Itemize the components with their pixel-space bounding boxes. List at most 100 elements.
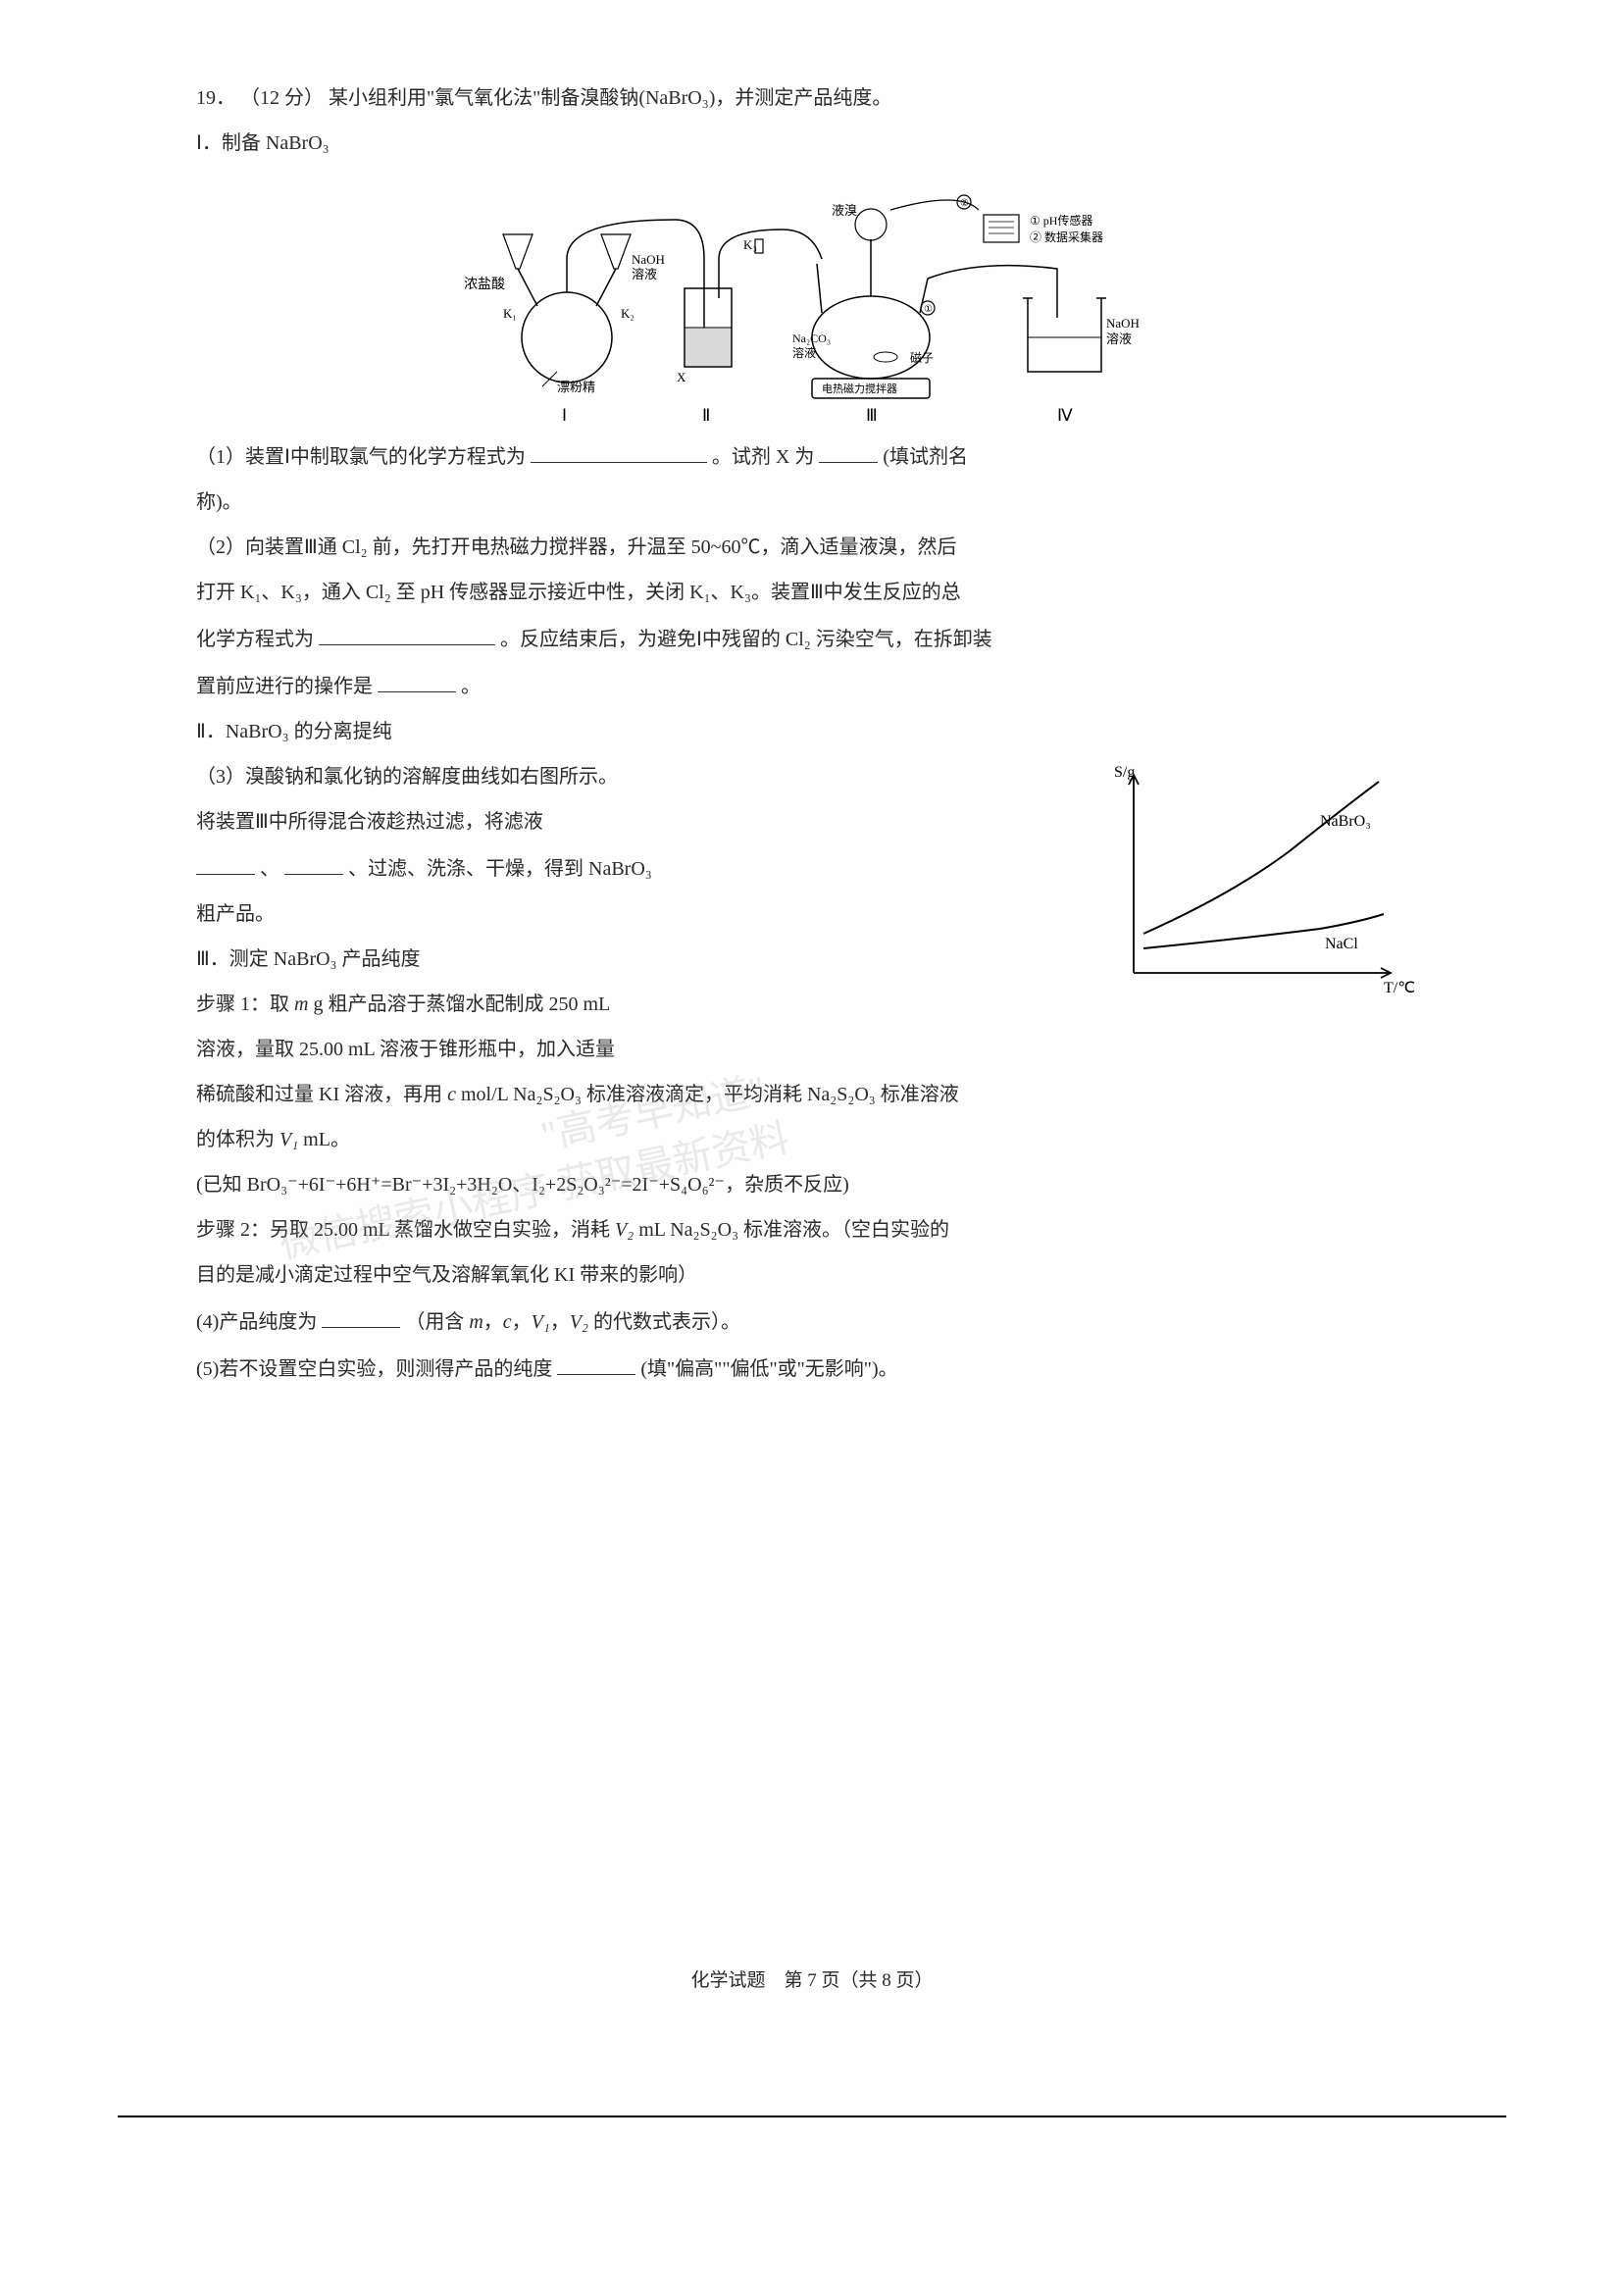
question-header: 19． （12 分） 某小组利用"氯气氧化法"制备溴酸钠(NaBrO₃)，并测定… bbox=[196, 78, 1428, 118]
step1-line1: 步骤 1：取 m g 粗产品溶于蒸馏水配制成 250 mL bbox=[196, 985, 1075, 1024]
label-bleach: 漂粉精 bbox=[557, 380, 595, 394]
q2-blank-operation bbox=[378, 665, 456, 692]
label-k2: K₂ bbox=[621, 306, 634, 321]
q2-line4: 置前应进行的操作是 。 bbox=[196, 665, 1428, 706]
step2-line1: 步骤 2：另取 25.00 mL 蒸馏水做空白实验，消耗 V₂ mL Na₂S₂… bbox=[196, 1210, 1428, 1249]
q1-text-b: 。试剂 X 为 bbox=[712, 446, 814, 468]
step2-a2: mL Na₂S₂O₃ 标准溶液。（空白实验的 bbox=[634, 1219, 949, 1241]
chart-y-label: S/g bbox=[1114, 764, 1135, 781]
step1-e1: 的体积为 bbox=[196, 1129, 279, 1150]
label-x: X bbox=[677, 370, 686, 384]
q3-blank2 bbox=[284, 847, 343, 875]
q3-sep1: 、 bbox=[260, 858, 279, 880]
q3-text-c2: 、过滤、洗涤、干燥，得到 NaBrO₃ bbox=[348, 858, 652, 880]
label-naoh: NaOH bbox=[632, 252, 665, 267]
q1-text-a: （1）装置Ⅰ中制取氯气的化学方程式为 bbox=[196, 446, 526, 468]
label-solution: 溶液 bbox=[632, 267, 657, 281]
q4-b1: （用含 bbox=[405, 1311, 469, 1333]
label-k1: K₁ bbox=[503, 306, 517, 321]
label-circle2: ② bbox=[960, 198, 969, 209]
part-I-title: Ⅰ．制备 NaBrO₃ bbox=[196, 124, 1428, 163]
q4-line: (4)产品纯度为 （用含 m，c，V₁，V₂ 的代数式表示）。 bbox=[196, 1300, 1428, 1342]
q3-blank1 bbox=[196, 847, 255, 875]
label-roman-I: Ⅰ bbox=[562, 406, 567, 425]
label-stirrer: 电热磁力搅拌器 bbox=[822, 382, 897, 395]
q5-line: (5)若不设置空白实验，则测得产品的纯度 (填"偏高""偏低"或"无影响")。 bbox=[196, 1348, 1428, 1389]
part-II-title: Ⅱ．NaBrO₃ 的分离提纯 bbox=[196, 712, 1428, 751]
q2-text-e: 置前应进行的操作是 bbox=[196, 676, 373, 697]
q2-line3: 化学方程式为 。反应结束后，为避免Ⅰ中残留的 Cl₂ 污染空气，在拆卸装 bbox=[196, 618, 1428, 659]
q4-b2: 的代数式表示）。 bbox=[588, 1311, 740, 1333]
q5-a: (5)若不设置空白实验，则测得产品的纯度 bbox=[196, 1358, 552, 1380]
q4-s1: ， bbox=[483, 1311, 503, 1333]
label-na2co3: Na₂CO₃ bbox=[792, 331, 831, 345]
step1-v1: V₁ bbox=[279, 1129, 298, 1150]
step1-line2: 溶液，量取 25.00 mL 溶液于锥形瓶中，加入适量 bbox=[196, 1030, 1075, 1069]
q2-line1: （2）向装置Ⅲ通 Cl₂ 前，先打开电热磁力搅拌器，升温至 50~60℃，滴入适… bbox=[196, 528, 1428, 567]
q1-text-c: (填试剂名 bbox=[883, 446, 968, 468]
chart-label-nabro3: NaBrO₃ bbox=[1320, 813, 1371, 830]
q4-s2: ， bbox=[512, 1311, 532, 1333]
q2-text-c: 化学方程式为 bbox=[196, 629, 314, 650]
q1-line1: （1）装置Ⅰ中制取氯气的化学方程式为 。试剂 X 为 (填试剂名 bbox=[196, 435, 1428, 477]
q5-blank bbox=[557, 1348, 635, 1375]
chart-label-nacl: NaCl bbox=[1325, 936, 1358, 952]
part-III-title: Ⅲ．测定 NaBrO₃ 产品纯度 bbox=[196, 940, 1075, 979]
apparatus-diagram: 浓盐酸 K₁ K₂ NaOH 溶液 漂粉精 X K₃ bbox=[196, 180, 1428, 426]
step2-line2: 目的是减小滴定过程中空气及溶解氧氧化 KI 带来的影响） bbox=[196, 1255, 1428, 1295]
q4-v1: V₁ bbox=[532, 1311, 550, 1333]
chart-x-label: T/℃ bbox=[1384, 980, 1415, 996]
solubility-chart-svg: NaBrO₃ NaCl S/g T/℃ bbox=[1094, 757, 1418, 1012]
step2-v2: V₂ bbox=[615, 1219, 634, 1241]
q2-blank-equation bbox=[319, 618, 495, 645]
q4-v2: V₂ bbox=[570, 1311, 588, 1333]
step1-e2: mL。 bbox=[298, 1129, 350, 1150]
q4-c: c bbox=[503, 1311, 512, 1333]
q2-line2: 打开 K₁、K₃，通入 Cl₂ 至 pH 传感器显示接近中性，关闭 K₁、K₃。… bbox=[196, 573, 1428, 612]
q4-a: (4)产品纯度为 bbox=[196, 1311, 317, 1333]
q2-text-f: 。 bbox=[461, 676, 481, 697]
known-equation: (已知 BrO₃⁻+6I⁻+6H⁺=Br⁻+3I₂+3H₂O、I₂+2S₂O₃²… bbox=[196, 1165, 1428, 1204]
step1-m: m bbox=[294, 994, 308, 1015]
page-footer: 化学试题 第 7 页（共 8 页） bbox=[0, 1963, 1624, 2000]
q4-s3: ， bbox=[550, 1311, 570, 1333]
label-na2co3-sol: 溶液 bbox=[792, 345, 816, 360]
question-stem: 某小组利用"氯气氧化法"制备溴酸钠(NaBrO₃)，并测定产品纯度。 bbox=[329, 87, 891, 109]
label-roman-II: Ⅱ bbox=[702, 406, 710, 425]
q1-line2: 称)。 bbox=[196, 483, 1428, 522]
q3-line4: 粗产品。 bbox=[196, 894, 1075, 934]
label-sensor2: ② 数据采集器 bbox=[1030, 229, 1103, 244]
step1-b: g 粗产品溶于蒸馏水配制成 250 mL bbox=[308, 994, 610, 1015]
q3-line2: 将装置Ⅲ中所得混合液趁热过滤，将滤液 bbox=[196, 802, 1075, 841]
question-points: （12 分） bbox=[240, 87, 324, 109]
question-number: 19． bbox=[196, 87, 235, 109]
q5-b: (填"偏高""偏低"或"无影响")。 bbox=[640, 1358, 897, 1380]
q1-blank-x bbox=[819, 435, 878, 463]
bottom-line bbox=[118, 2116, 1506, 2117]
label-hcl: 浓盐酸 bbox=[464, 277, 505, 292]
step2-a1: 步骤 2：另取 25.00 mL 蒸馏水做空白实验，消耗 bbox=[196, 1219, 615, 1241]
q1-blank-equation bbox=[531, 435, 707, 463]
label-sensor1: ① pH传感器 bbox=[1030, 213, 1092, 228]
step1-d1: 稀硫酸和过量 KI 溶液，再用 bbox=[196, 1084, 447, 1105]
label-bromine: 液溴 bbox=[832, 203, 857, 218]
apparatus-svg: 浓盐酸 K₁ K₂ NaOH 溶液 漂粉精 X K₃ bbox=[430, 180, 1194, 426]
label-roman-IV: Ⅳ bbox=[1057, 406, 1073, 425]
step1-c-var: c bbox=[447, 1084, 456, 1105]
q3-line1: （3）溴酸钠和氯化钠的溶解度曲线如右图所示。 bbox=[196, 757, 1075, 796]
step1-d2: mol/L Na₂S₂O₃ 标准溶液滴定，平均消耗 Na₂S₂O₃ 标准溶液 bbox=[456, 1084, 959, 1105]
label-circle1: ① bbox=[924, 304, 933, 315]
solubility-chart: NaBrO₃ NaCl S/g T/℃ bbox=[1094, 757, 1428, 1026]
section-with-chart: （3）溴酸钠和氯化钠的溶解度曲线如右图所示。 将装置Ⅲ中所得混合液趁热过滤，将滤… bbox=[196, 757, 1428, 1075]
step1-a: 步骤 1：取 bbox=[196, 994, 294, 1015]
step1-line3: 稀硫酸和过量 KI 溶液，再用 c mol/L Na₂S₂O₃ 标准溶液滴定，平… bbox=[196, 1075, 1428, 1114]
q4-blank bbox=[322, 1300, 400, 1328]
label-roman-III: Ⅲ bbox=[866, 406, 878, 425]
label-naoh2: NaOH bbox=[1106, 316, 1140, 331]
q2-text-d: 。反应结束后，为避免Ⅰ中残留的 Cl₂ 污染空气，在拆卸装 bbox=[500, 629, 992, 650]
q4-m: m bbox=[469, 1311, 482, 1333]
step1-line4: 的体积为 V₁ mL。 bbox=[196, 1120, 1428, 1159]
label-magnet: 磁子 bbox=[910, 350, 934, 365]
label-solution2: 溶液 bbox=[1106, 331, 1132, 346]
q3-line3: 、 、过滤、洗涤、干燥，得到 NaBrO₃ bbox=[196, 847, 1075, 889]
